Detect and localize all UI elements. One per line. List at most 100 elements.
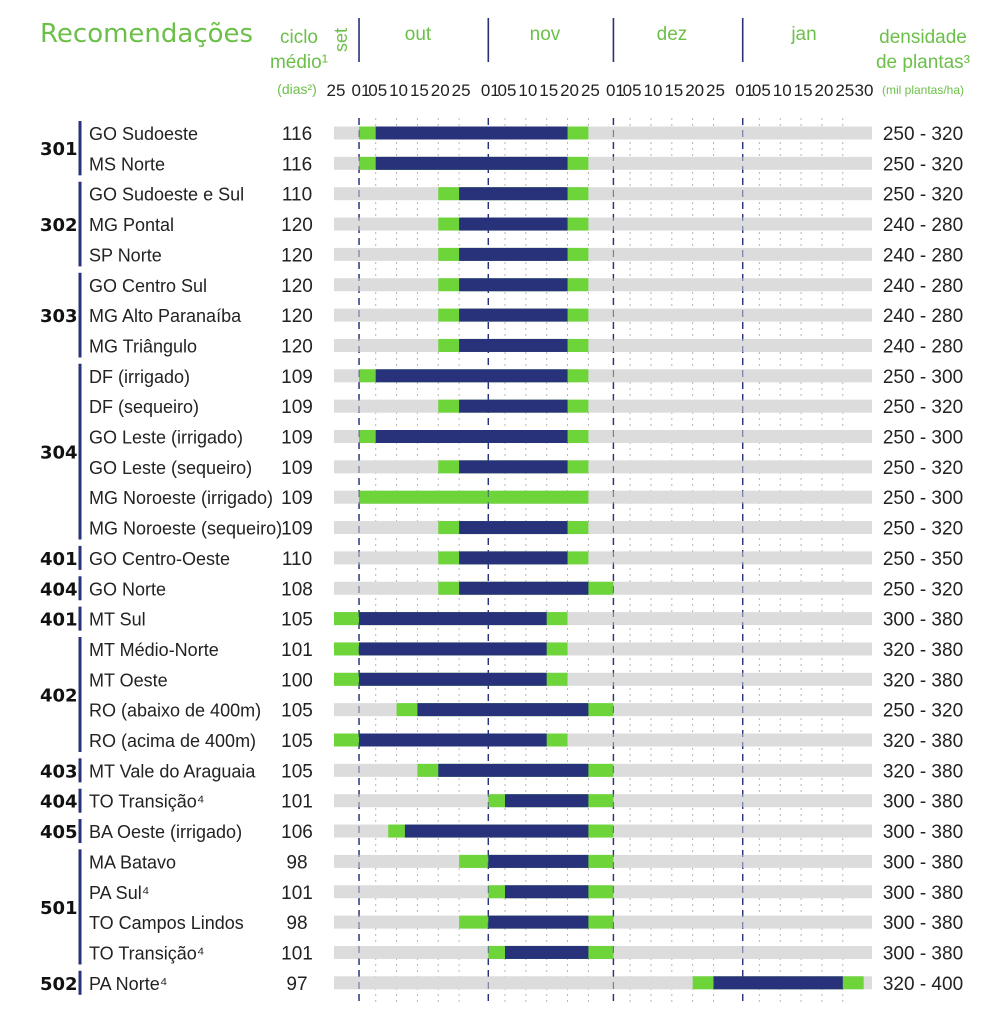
group-code: 401	[40, 549, 78, 570]
region-label: PA Norte⁴	[89, 974, 167, 994]
group-code: 304	[40, 443, 78, 464]
region-label: GO Norte	[89, 579, 166, 599]
timeline-tick-label: 20	[814, 81, 833, 100]
recommended-window-bar	[375, 430, 568, 443]
region-label: MT Médio-Norte	[89, 640, 219, 660]
chart-header: Recomendações ciclo médio¹ (dias²) densi…	[40, 19, 970, 97]
group-code: 303	[40, 306, 78, 327]
densidade-value: 250 - 320	[883, 701, 963, 722]
densidade-value: 240 - 280	[883, 306, 963, 327]
ciclo-value: 109	[281, 397, 313, 418]
ciclo-value: 97	[286, 974, 307, 995]
recommended-window-bar	[459, 308, 568, 322]
timeline-tick-label: 05	[752, 81, 771, 100]
ciclo-value: 105	[281, 610, 313, 631]
recommended-window-bar	[359, 672, 547, 686]
timeline-tick-label: 25	[706, 81, 725, 100]
timeline-tick-label: 15	[539, 81, 558, 100]
timeline-track	[334, 460, 872, 474]
month-label-nov: nov	[530, 24, 561, 45]
region-label: MG Triângulo	[89, 336, 197, 356]
ciclo-value: 110	[282, 185, 312, 206]
region-label: MT Sul	[89, 610, 146, 630]
group-code: 401	[40, 610, 78, 631]
densidade-value: 250 - 300	[883, 488, 963, 509]
recommended-window-bar	[459, 217, 568, 231]
group-code: 502	[40, 974, 78, 995]
chart-title: Recomendações	[40, 19, 253, 49]
ciclo-value: 120	[281, 306, 313, 327]
recommended-window-bar	[375, 126, 568, 140]
region-label: RO (acima de 400m)	[89, 731, 256, 751]
densidade-value: 320 - 380	[883, 640, 963, 661]
recommended-window-bar	[459, 278, 568, 292]
month-label-out: out	[405, 24, 432, 45]
recommended-window-bar	[438, 763, 589, 777]
ciclo-value: 101	[281, 943, 313, 964]
densidade-value: 320 - 380	[883, 761, 963, 782]
densidade-value: 250 - 320	[883, 124, 963, 145]
ciclo-value: 105	[281, 731, 313, 752]
ciclo-value: 106	[281, 822, 313, 843]
densidade-value: 250 - 320	[883, 458, 963, 479]
ciclo-value: 100	[281, 670, 313, 691]
region-label: RO (abaixo de 400m)	[89, 701, 261, 721]
region-label: BA Oeste (irrigado)	[89, 822, 242, 842]
group-code: 402	[40, 685, 78, 706]
densidade-value: 250 - 320	[883, 397, 963, 418]
recommended-window-bar	[459, 399, 568, 413]
group-code: 501	[40, 898, 78, 919]
densidade-value: 300 - 380	[883, 913, 963, 934]
region-label: MA Batavo	[89, 852, 176, 872]
month-label-set: set	[331, 28, 351, 52]
timeline-track	[334, 247, 872, 261]
recommended-window-bar	[359, 733, 547, 747]
region-label: MG Noroeste (irrigado)	[89, 488, 273, 508]
region-label: PA Sul⁴	[89, 883, 149, 903]
timeline-track	[334, 278, 872, 292]
ciclo-value: 109	[281, 519, 313, 540]
timeline-tick-label: 25	[581, 81, 600, 100]
ciclo-value: 109	[281, 367, 313, 388]
recommended-window-bar	[459, 338, 568, 352]
timeline-track	[334, 187, 872, 201]
month-label-jan: jan	[790, 24, 816, 45]
ciclo-value: 109	[281, 428, 313, 449]
planting-window-bar	[359, 490, 589, 504]
recommended-window-bar	[713, 976, 843, 990]
region-label: GO Sudoeste	[89, 124, 198, 144]
densidade-value: 250 - 300	[883, 367, 963, 388]
region-label: TO Transição⁴	[89, 792, 204, 812]
ciclo-value: 109	[281, 458, 313, 479]
densidade-value: 240 - 280	[883, 215, 963, 236]
recommended-window-bar	[488, 854, 589, 868]
densidade-value: 240 - 280	[883, 276, 963, 297]
densidade-value: 250 - 320	[883, 579, 963, 600]
ciclo-header-line1: ciclo	[280, 27, 318, 48]
timeline-track	[334, 521, 872, 535]
recommended-window-bar	[459, 581, 589, 595]
densidade-header-line3: (mil plantas/ha)	[882, 83, 964, 97]
densidade-value: 250 - 320	[883, 185, 963, 206]
recommended-window-bar	[417, 703, 589, 717]
densidade-value: 240 - 280	[883, 245, 963, 266]
recommended-window-bar	[359, 612, 547, 626]
recommended-window-bar	[459, 187, 568, 201]
timeline-tick-label: 20	[685, 81, 704, 100]
densidade-value: 250 - 350	[883, 549, 963, 570]
recommended-window-bar	[504, 945, 589, 959]
densidade-value: 320 - 380	[883, 670, 963, 691]
ciclo-value: 98	[286, 852, 307, 873]
region-label: GO Sudoeste e Sul	[89, 185, 244, 205]
recommended-window-bar	[459, 551, 568, 565]
timeline-tick-label: 05	[498, 81, 517, 100]
region-label: GO Leste (sequeiro)	[89, 458, 252, 478]
region-label: GO Leste (irrigado)	[89, 428, 243, 448]
recommended-window-bar	[504, 885, 589, 899]
group-code: 301	[40, 139, 78, 160]
recommended-window-bar	[375, 156, 568, 170]
timeline-tick-label: 01	[352, 81, 371, 100]
region-label: SP Norte	[89, 245, 162, 265]
timeline-tick-label: 20	[431, 81, 450, 100]
densidade-header-line2: de plantas³	[876, 52, 970, 73]
